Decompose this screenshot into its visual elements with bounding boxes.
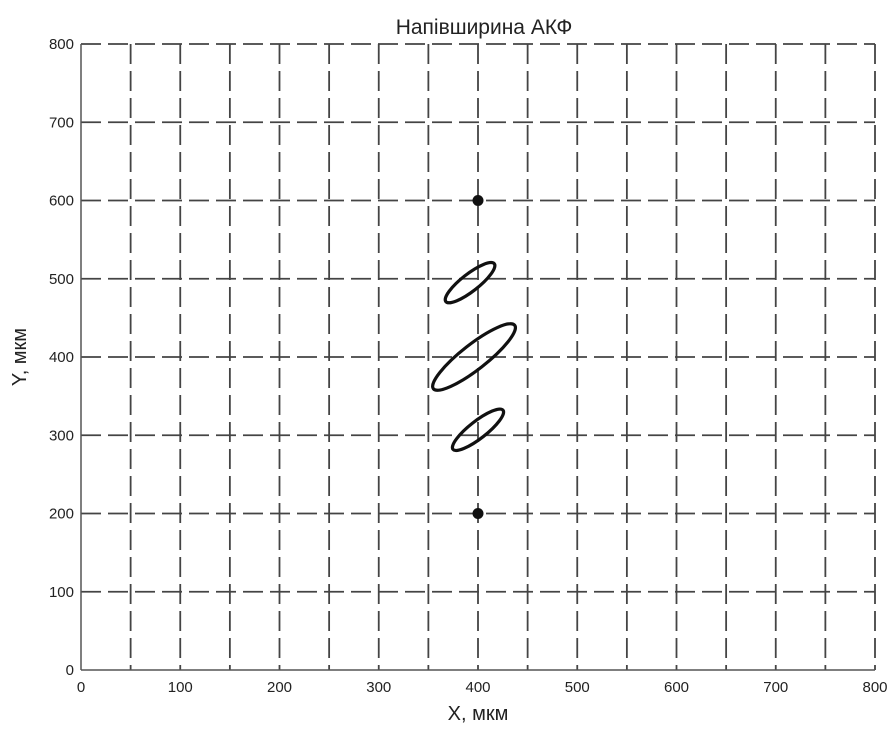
- x-tick-label: 200: [267, 679, 292, 696]
- axis-ticks: 0 100 200 300 400 500 600 700 800 0 100 200 300 400 50…: [49, 36, 888, 696]
- ellipse-mark: [443, 260, 497, 305]
- y-tick-label: 600: [49, 193, 74, 210]
- y-tick-label: 500: [49, 271, 74, 288]
- x-tick-label: 500: [565, 679, 590, 696]
- x-tick-label: 600: [664, 679, 689, 696]
- y-tick-label: 100: [49, 584, 74, 601]
- ellipse-mark: [431, 322, 518, 392]
- chart-title: Напівширина АКФ: [396, 16, 573, 39]
- y-tick-label: 400: [49, 349, 74, 366]
- x-tick-label: 0: [77, 679, 85, 696]
- point-mark: [472, 195, 484, 206]
- ellipse-mark: [450, 407, 506, 453]
- x-tick-label: 800: [862, 679, 887, 696]
- y-tick-label: 300: [49, 427, 74, 444]
- y-axis-label: Y, мкм: [9, 328, 31, 386]
- x-tick-label: 100: [168, 679, 193, 696]
- y-tick-label: 0: [66, 662, 74, 679]
- x-tick-label: 700: [763, 679, 788, 696]
- data-layer: [431, 195, 518, 519]
- point-mark: [472, 508, 484, 519]
- y-tick-label: 200: [49, 506, 74, 523]
- y-tick-label: 700: [49, 114, 74, 131]
- x-axis-label: X, мкм: [448, 703, 509, 725]
- y-tick-label: 800: [49, 36, 74, 53]
- grid: [81, 43, 876, 670]
- x-tick-label: 300: [366, 679, 391, 696]
- x-tick-label: 400: [465, 679, 490, 696]
